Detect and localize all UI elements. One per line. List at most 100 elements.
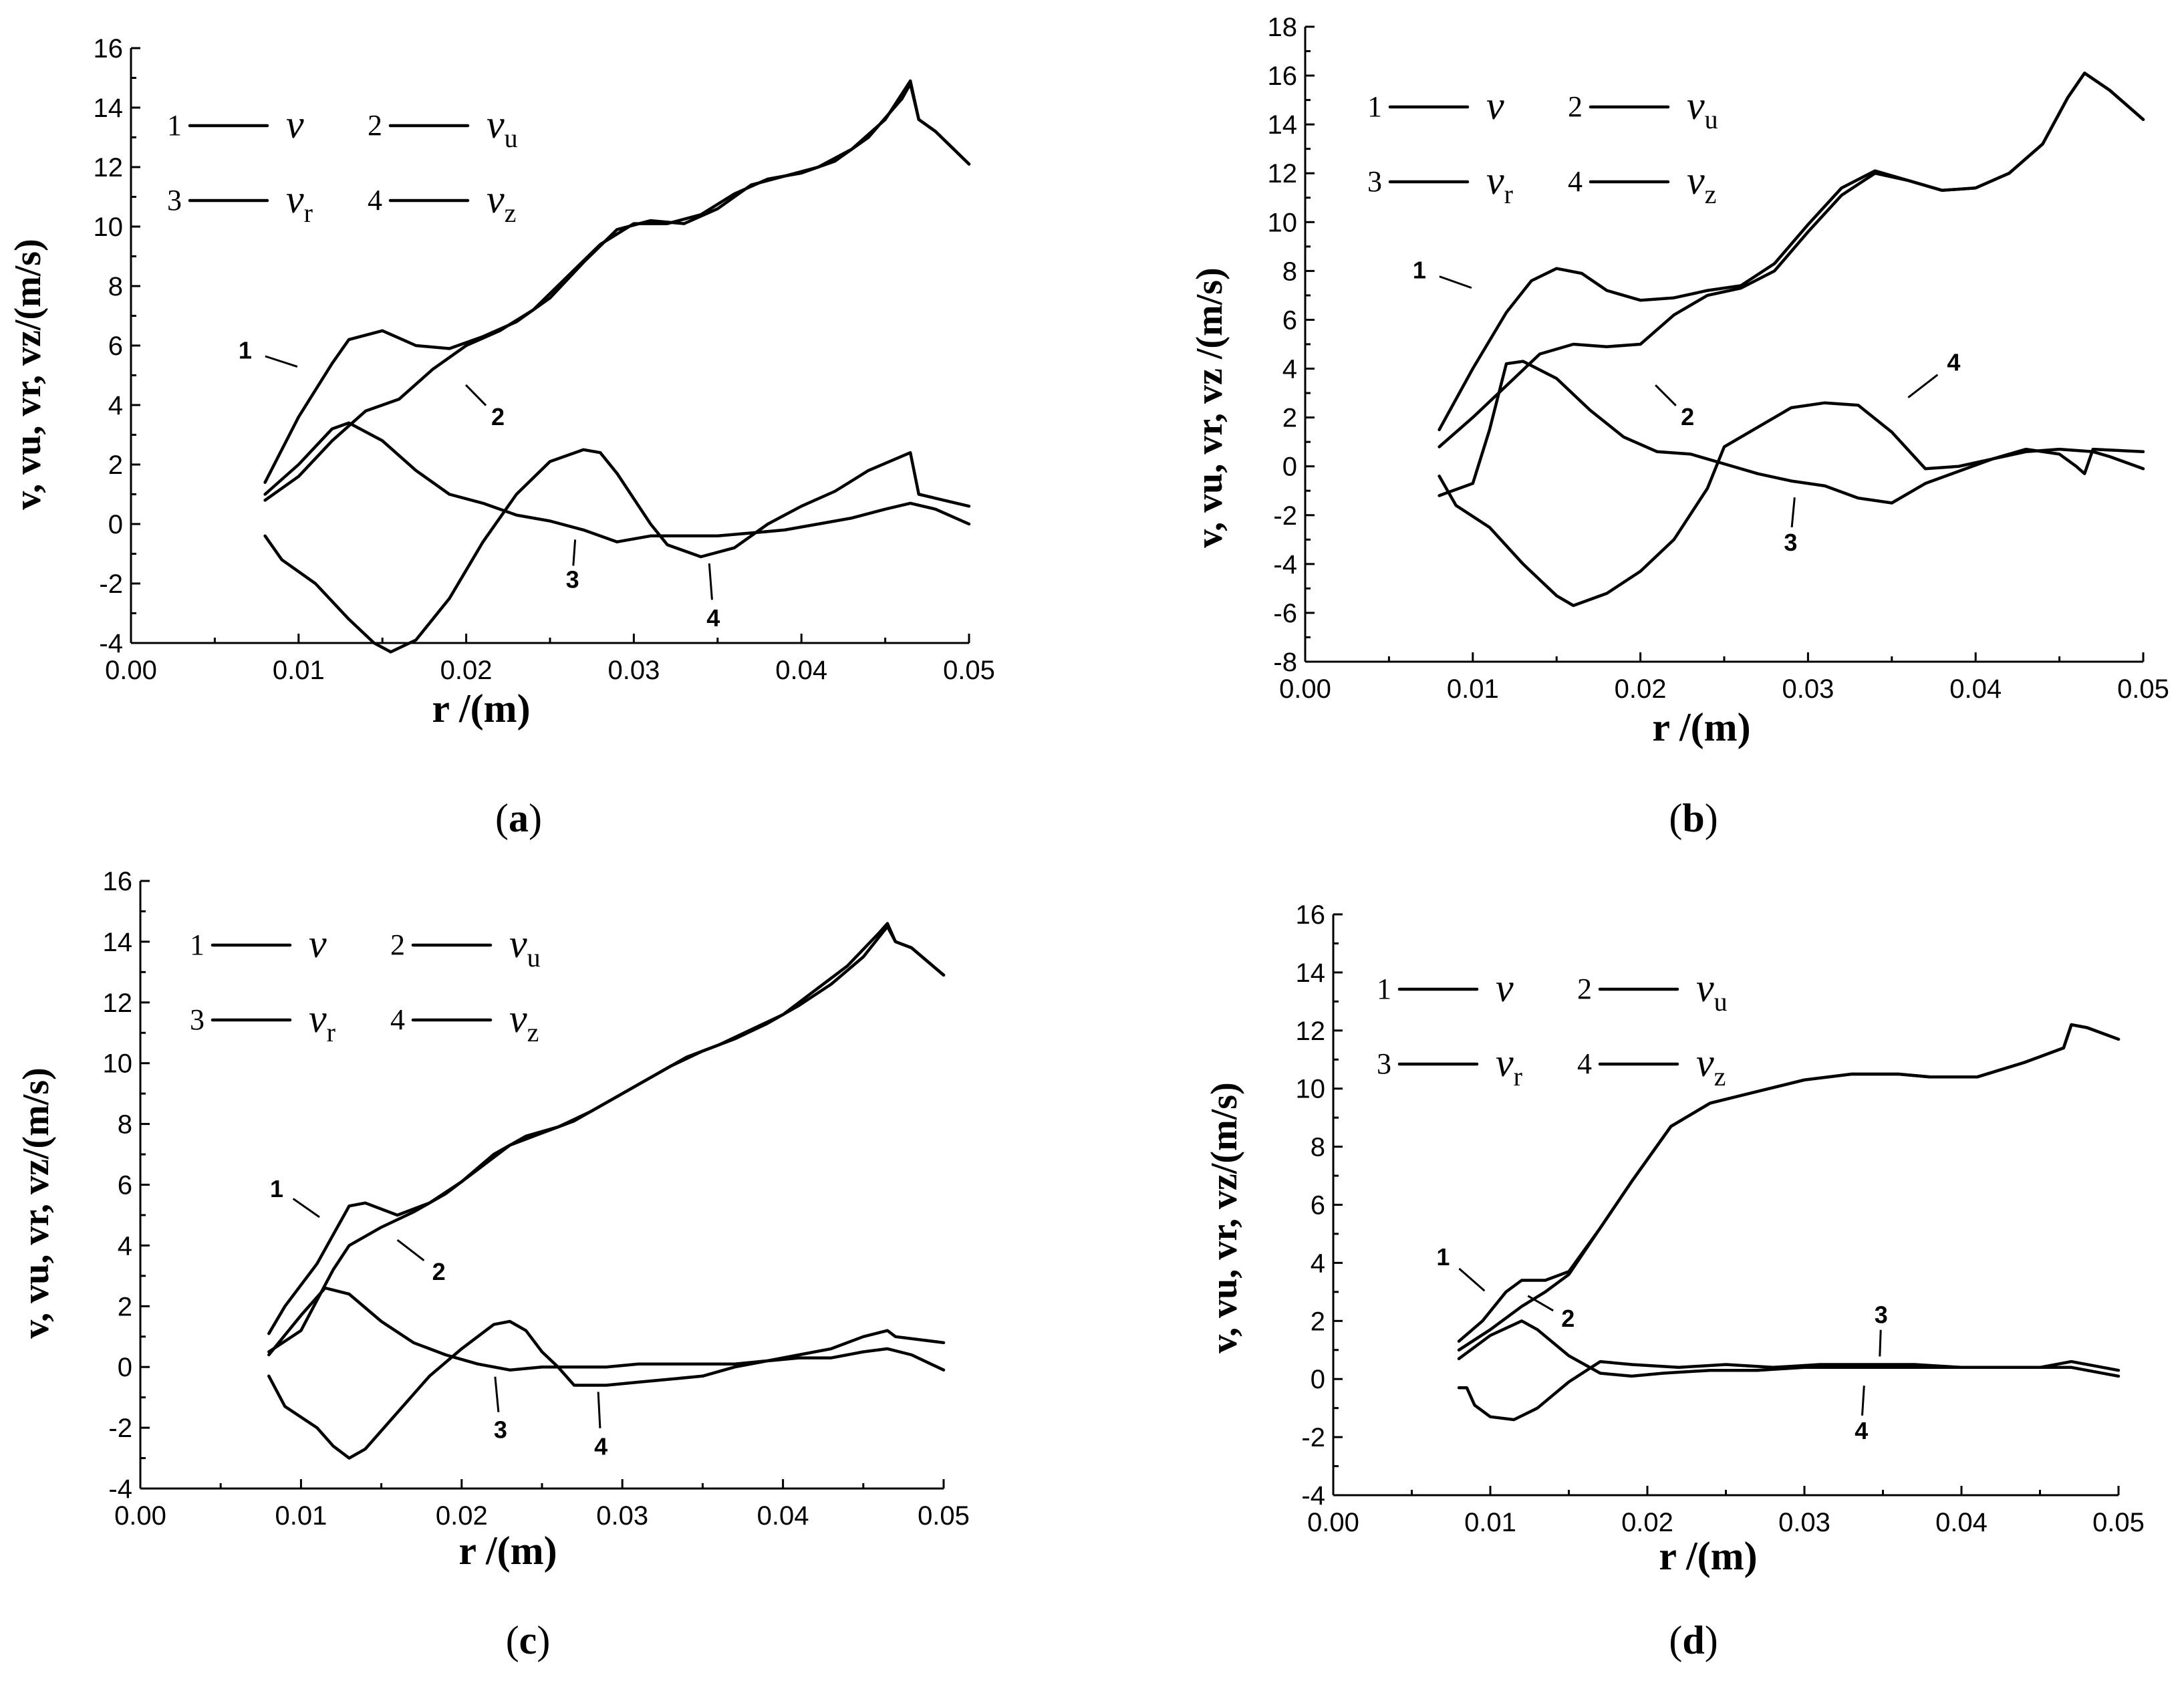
legend-subscript: z [505, 198, 517, 228]
y-tick-label: 12 [1268, 159, 1298, 188]
legend-number: 1 [190, 928, 204, 961]
annotation-leader [292, 1198, 320, 1218]
legend-label: v [309, 922, 327, 966]
y-tick-label: 10 [103, 1049, 133, 1079]
y-tick-label: 12 [103, 989, 133, 1018]
x-tick-label: 0.01 [273, 656, 325, 685]
y-tick-label: 4 [108, 391, 123, 420]
panel-caption: (a) [495, 796, 542, 840]
caption-paren-open: ( [1669, 796, 1682, 840]
series-line-3 [267, 1286, 946, 1372]
y-tick-label: 0 [118, 1353, 132, 1382]
caption-paren-close: ) [1705, 796, 1718, 840]
caption-paren-open: ( [495, 796, 509, 840]
x-tick-label: 0.04 [757, 1501, 809, 1531]
x-tick-label: 0.03 [1782, 674, 1834, 704]
x-tick-label: 0.03 [1778, 1508, 1830, 1537]
series-line-4 [263, 448, 971, 654]
chart-panel-d: 0.00 0.01 0.02 0.03 0.04 0.05-4-2024681012141… [1204, 900, 2145, 1662]
legend-subscript: r [304, 198, 313, 228]
series-line-2 [267, 924, 946, 1353]
legend-number: 1 [1367, 90, 1382, 123]
y-tick-label: 14 [94, 94, 124, 123]
y-tick-label: 2 [118, 1292, 132, 1321]
x-tick-label: 0.01 [275, 1501, 327, 1531]
legend-number: 4 [368, 184, 382, 217]
legend-label: v [286, 102, 304, 146]
x-axis-title: r /(m) [458, 1529, 557, 1573]
x-axis-title: r /(m) [1659, 1534, 1757, 1578]
annotation-label: 1 [270, 1175, 283, 1202]
legend-subscript: r [327, 1017, 335, 1047]
y-tick-label: 2 [1311, 1307, 1325, 1336]
legend-number: 2 [1577, 973, 1592, 1005]
panel-caption: (c) [506, 1618, 551, 1662]
x-tick-label: 0.04 [1935, 1508, 1988, 1537]
y-axis-title: v, vu, vr, vz/(m/s) [7, 239, 49, 509]
y-tick-label: 16 [103, 867, 133, 896]
y-tick-label: 2 [108, 450, 123, 480]
y-tick-label: 12 [1296, 1017, 1326, 1046]
x-tick-label: 0.00 [114, 1501, 166, 1531]
x-tick-label: 0.01 [1447, 674, 1499, 704]
x-tick-label: 0.05 [2117, 674, 2169, 704]
annotation-leader [597, 1392, 601, 1428]
x-tick-label: 0.00 [1307, 1508, 1359, 1537]
annotation-leader [1439, 275, 1472, 289]
annotation-leader [708, 563, 713, 600]
y-tick-label: 8 [118, 1110, 132, 1140]
y-tick-label: 4 [1282, 355, 1297, 384]
annotation-leader [1861, 1386, 1865, 1416]
legend-subscript: u [527, 942, 541, 973]
y-axis-title: v, vu, vr, vz/(m/s) [15, 1067, 57, 1338]
legend-label: vu [1696, 966, 1728, 1017]
series-line-4 [267, 1319, 946, 1460]
y-tick-label: 18 [1268, 13, 1298, 42]
legend-number: 3 [167, 184, 182, 217]
caption-paren-close: ) [529, 796, 542, 840]
x-tick-label: 0.02 [440, 656, 493, 685]
y-tick-label: -2 [108, 1414, 132, 1443]
x-tick-label: 0.02 [436, 1501, 488, 1531]
series-line-2 [1457, 1023, 2121, 1352]
legend-subscript: z [1714, 1061, 1726, 1091]
caption-letter: b [1682, 796, 1704, 840]
annotation-label: 4 [1947, 349, 1960, 376]
y-tick-label: 14 [103, 928, 133, 957]
y-tick-label: 4 [118, 1231, 132, 1261]
annotation-label: 2 [432, 1258, 446, 1285]
series-line-4 [1457, 1360, 2121, 1422]
caption-letter: c [519, 1618, 537, 1662]
y-tick-label: 6 [108, 332, 123, 361]
legend-number: 1 [167, 109, 182, 142]
legend-label: vu [487, 102, 518, 153]
chart-panel-a: 0.00 0.01 0.02 0.03 0.04 0.05-4-2024681012141… [7, 34, 995, 840]
annotation-leader [1790, 497, 1796, 527]
y-tick-label: 16 [94, 34, 124, 63]
legend-label: vz [509, 997, 539, 1047]
annotation-label: 4 [1855, 1417, 1868, 1444]
caption-paren-open: ( [1669, 1618, 1682, 1662]
annotation-label: 1 [239, 337, 252, 364]
legend-label: vr [309, 997, 335, 1047]
y-tick-label: -4 [1273, 550, 1297, 579]
legend-label: vr [286, 177, 313, 228]
y-tick-label: 12 [94, 153, 124, 182]
legend-number: 3 [190, 1003, 204, 1036]
caption-paren-close: ) [537, 1618, 550, 1662]
y-tick-label: 8 [108, 272, 123, 301]
legend-label: v [1496, 966, 1514, 1010]
series-line-3 [263, 421, 971, 543]
y-tick-label: 6 [1282, 305, 1297, 335]
annotation-label: 1 [1413, 257, 1426, 284]
y-tick-label: -4 [99, 629, 123, 658]
legend-subscript: r [1514, 1061, 1522, 1091]
annotation-leader [1879, 1329, 1882, 1357]
legend-label: v [1486, 84, 1504, 128]
y-tick-label: -6 [1273, 599, 1297, 628]
x-tick-label: 0.04 [1949, 674, 2002, 704]
y-tick-label: 0 [1311, 1365, 1325, 1394]
legend-label: vr [1496, 1041, 1522, 1091]
y-axis-title: v, vu, vr, vz/(m/s) [1204, 1082, 1245, 1353]
annotation-label: 3 [1784, 529, 1797, 556]
